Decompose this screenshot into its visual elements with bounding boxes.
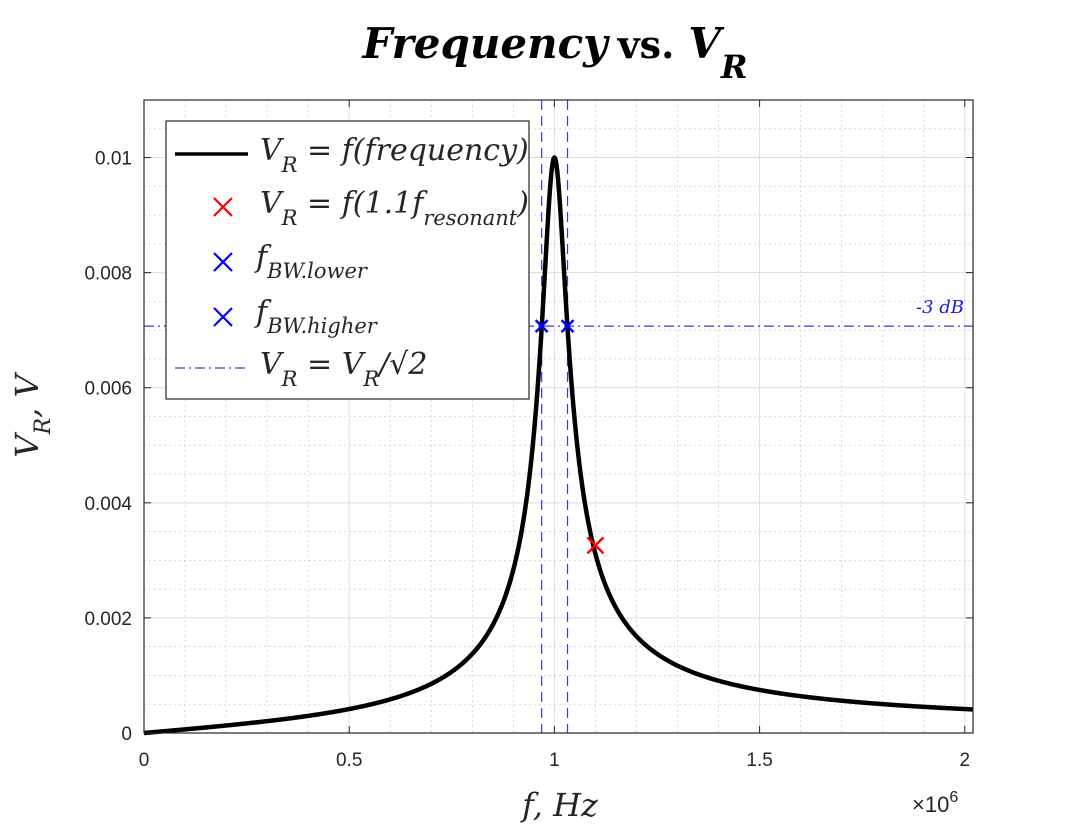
- y-tick-label: 0: [121, 724, 132, 745]
- annotation-3db: -3 dB: [916, 297, 964, 318]
- marker-layer: [534, 319, 605, 555]
- x-tick-label: 0.5: [336, 750, 362, 771]
- y-tick-label: 0.004: [84, 494, 132, 515]
- chart-title: Frequency vs. VR: [362, 19, 748, 86]
- reference-lines: [144, 100, 973, 733]
- legend-swatch-bw-lower: [213, 252, 233, 272]
- legend: VR = f(frequency) VR = f(1.1fresonant) f…: [165, 120, 530, 400]
- axes-frame: [143, 99, 974, 734]
- y-axis-label: VR, V: [8, 372, 56, 458]
- marker-bw-lower: [534, 319, 549, 334]
- x-tick-label: 1.5: [746, 750, 772, 771]
- y-tick-label: 0.01: [95, 149, 132, 170]
- x-tick-label: 2: [960, 750, 971, 771]
- marker-bw-higher: [560, 319, 575, 334]
- x-tick-label: 0: [139, 750, 150, 771]
- marker-bw-lower-stroke-b: [534, 319, 549, 334]
- legend-label-curve: VR = f(frequency): [260, 133, 529, 177]
- legend-label-bw-higher: fBW.higher: [254, 295, 379, 338]
- legend-label-reference: VR = VR/√2: [260, 347, 427, 391]
- x-tick-label: 1: [549, 750, 560, 771]
- x-axis-label: f, Hz: [520, 786, 599, 824]
- curve-layer: [142, 155, 975, 736]
- y-tick-label: 0.006: [84, 379, 132, 400]
- marker-bw-higher-stroke-b: [560, 319, 575, 334]
- marker-resonant: [586, 536, 605, 555]
- ticks: 0 0.5 1 1.5 2 0 0.002 0.004 0.006 0.008 0.01: [84, 100, 973, 771]
- legend-label-resonant: VR = f(1.1fresonant): [260, 186, 529, 230]
- legend-label-bw-lower: fBW.lower: [254, 240, 369, 283]
- legend-swatch-resonant: [213, 197, 233, 217]
- y-tick-label: 0.002: [84, 609, 132, 630]
- x-multiplier: ×106: [912, 789, 958, 817]
- y-tick-label: 0.008: [84, 264, 132, 285]
- resonance-curve: [142, 155, 975, 736]
- legend-swatch-bw-higher: [213, 307, 233, 327]
- marker-resonant-stroke-b: [586, 536, 605, 555]
